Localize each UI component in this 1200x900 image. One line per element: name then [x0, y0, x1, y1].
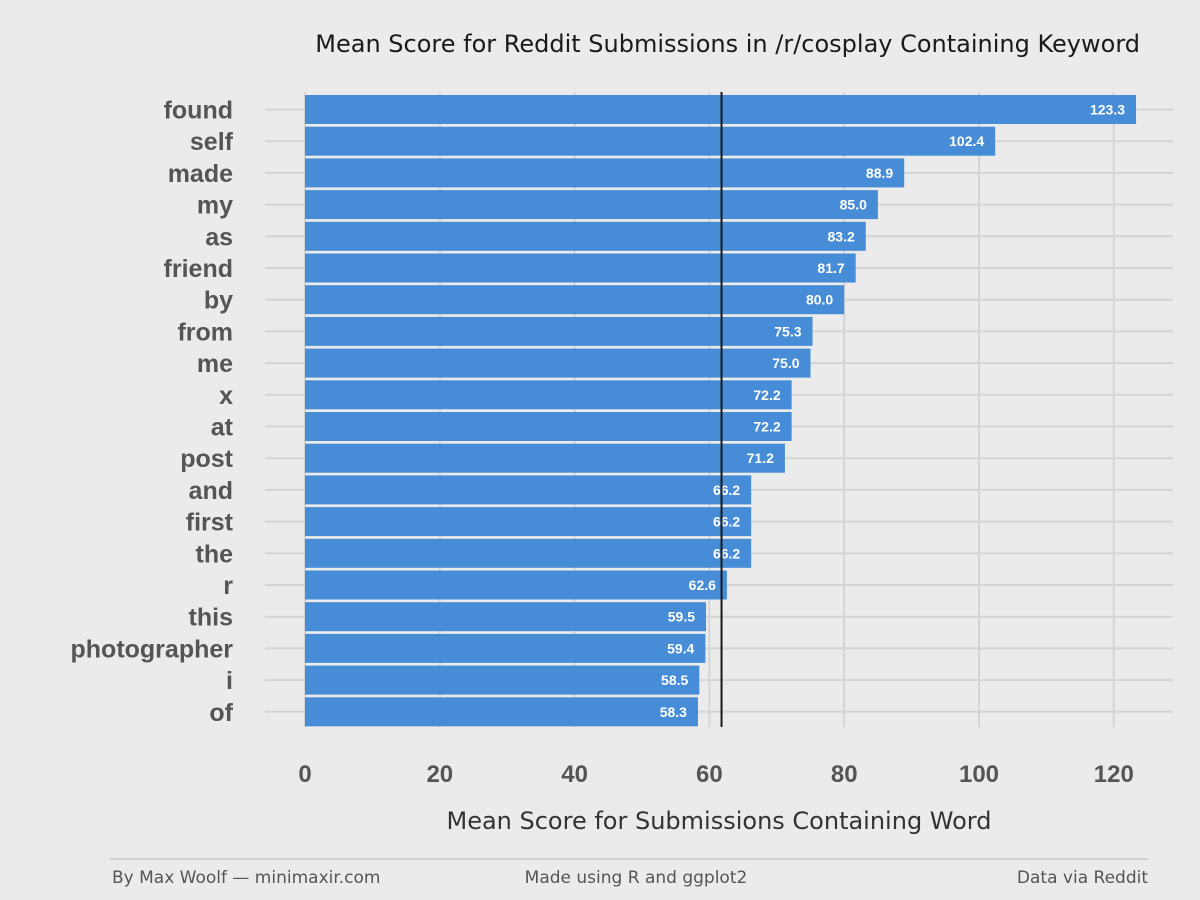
category-label-my: my: [197, 192, 233, 220]
category-label-of: of: [209, 699, 233, 727]
value-label-me: 75.0: [772, 355, 799, 371]
bar-me: [305, 348, 811, 378]
bar-first: [305, 507, 752, 537]
value-label-r: 62.6: [689, 577, 716, 593]
category-label-the: the: [196, 540, 234, 568]
bar-of: [305, 697, 698, 727]
value-label-from: 75.3: [774, 323, 801, 339]
value-label-friend: 81.7: [817, 260, 844, 276]
x-tick-label: 20: [426, 761, 453, 788]
category-label-friend: friend: [164, 255, 233, 283]
bar-from: [305, 316, 813, 346]
category-label-by: by: [204, 287, 233, 315]
bar-i: [305, 665, 700, 695]
value-label-x: 72.2: [753, 387, 780, 403]
category-label-this: this: [189, 604, 233, 632]
category-labels: found self made my as friend by from me x at post an…: [71, 97, 234, 727]
footer-source: Data via Reddit: [1017, 868, 1148, 888]
bars-layer: 123.3 102.4 88.9 85.0 83.2 81.7 80.0 75.3 75.0 72…: [305, 95, 1137, 727]
value-label-and: 66.2: [713, 482, 740, 498]
bar-x: [305, 380, 792, 410]
value-label-by: 80.0: [806, 292, 833, 308]
category-label-as: as: [205, 223, 233, 251]
value-label-the: 66.2: [713, 545, 740, 561]
category-label-x: x: [219, 382, 233, 410]
x-tick-labels: 0 20 40 60 80 100 120: [298, 761, 1134, 788]
x-tick-label: 40: [561, 761, 588, 788]
x-tick-label: 80: [831, 761, 858, 788]
bar-the: [305, 538, 752, 568]
bar-by: [305, 285, 845, 315]
value-label-first: 66.2: [713, 514, 740, 530]
x-tick-label: 120: [1094, 761, 1134, 788]
bar-as: [305, 221, 866, 251]
bar-friend: [305, 253, 856, 283]
value-label-as: 83.2: [828, 228, 855, 244]
category-label-i: i: [226, 667, 233, 695]
bar-this: [305, 602, 707, 632]
category-label-self: self: [190, 128, 234, 156]
value-label-this: 59.5: [668, 609, 695, 625]
value-label-of: 58.3: [660, 704, 687, 720]
category-label-post: post: [180, 445, 233, 473]
x-tick-label: 60: [696, 761, 723, 788]
x-axis-label: Mean Score for Submissions Containing Wo…: [446, 807, 991, 835]
category-label-first: first: [186, 509, 234, 537]
bar-made: [305, 158, 905, 188]
value-label-photographer: 59.4: [667, 640, 694, 656]
value-label-found: 123.3: [1090, 102, 1125, 118]
category-label-from: from: [177, 318, 233, 346]
value-label-self: 102.4: [949, 133, 984, 149]
x-tick-label: 0: [298, 761, 311, 788]
footer-credit: By Max Woolf — minimaxir.com: [112, 868, 381, 888]
bar-at: [305, 412, 792, 441]
chart-title: Mean Score for Reddit Submissions in /r/…: [315, 30, 1140, 58]
value-label-at: 72.2: [753, 419, 780, 435]
bar-my: [305, 190, 878, 220]
category-label-photographer: photographer: [71, 635, 234, 663]
category-label-r: r: [223, 572, 233, 600]
value-label-post: 71.2: [747, 450, 774, 466]
bar-r: [305, 570, 727, 600]
category-label-me: me: [197, 350, 233, 378]
bar-post: [305, 443, 785, 473]
bar-self: [305, 126, 996, 156]
value-label-my: 85.0: [840, 197, 867, 213]
value-label-i: 58.5: [661, 672, 688, 688]
x-tick-label: 100: [959, 761, 999, 788]
value-label-made: 88.9: [866, 165, 893, 181]
category-label-made: made: [168, 160, 233, 188]
bar-found: [305, 95, 1137, 124]
category-label-at: at: [211, 414, 234, 442]
bar-photographer: [305, 633, 706, 663]
category-label-found: found: [164, 97, 233, 125]
footer-tools: Made using R and ggplot2: [525, 868, 748, 888]
category-label-and: and: [189, 477, 233, 505]
bar-and: [305, 475, 752, 505]
